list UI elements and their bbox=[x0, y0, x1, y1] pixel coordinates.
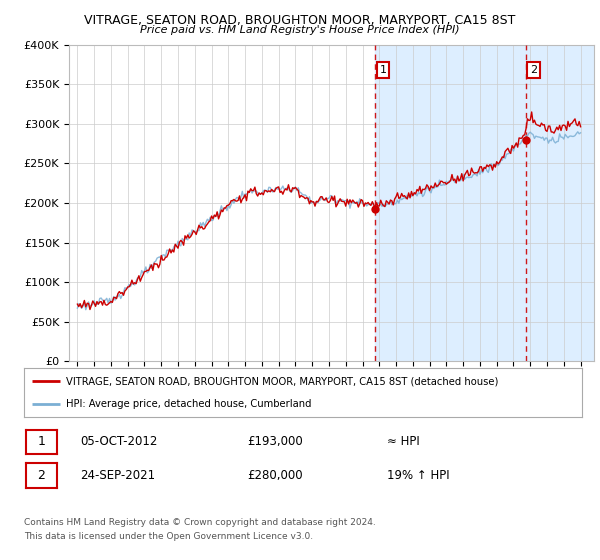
Text: VITRAGE, SEATON ROAD, BROUGHTON MOOR, MARYPORT, CA15 8ST: VITRAGE, SEATON ROAD, BROUGHTON MOOR, MA… bbox=[85, 14, 515, 27]
Text: 05-OCT-2012: 05-OCT-2012 bbox=[80, 435, 157, 449]
Text: This data is licensed under the Open Government Licence v3.0.: This data is licensed under the Open Gov… bbox=[24, 532, 313, 541]
Text: ≈ HPI: ≈ HPI bbox=[387, 435, 419, 449]
Text: 1: 1 bbox=[37, 435, 46, 449]
Text: £280,000: £280,000 bbox=[247, 469, 303, 482]
Bar bbox=[376, 45, 598, 361]
Text: 24-SEP-2021: 24-SEP-2021 bbox=[80, 469, 155, 482]
Text: Contains HM Land Registry data © Crown copyright and database right 2024.: Contains HM Land Registry data © Crown c… bbox=[24, 519, 376, 528]
Text: VITRAGE, SEATON ROAD, BROUGHTON MOOR, MARYPORT, CA15 8ST (detached house): VITRAGE, SEATON ROAD, BROUGHTON MOOR, MA… bbox=[66, 376, 498, 386]
Text: HPI: Average price, detached house, Cumberland: HPI: Average price, detached house, Cumb… bbox=[66, 399, 311, 409]
Text: 2: 2 bbox=[37, 469, 46, 482]
Text: 1: 1 bbox=[380, 65, 386, 75]
Text: 2: 2 bbox=[530, 65, 537, 75]
Text: 19% ↑ HPI: 19% ↑ HPI bbox=[387, 469, 449, 482]
Text: £193,000: £193,000 bbox=[247, 435, 303, 449]
Text: Price paid vs. HM Land Registry's House Price Index (HPI): Price paid vs. HM Land Registry's House … bbox=[140, 25, 460, 35]
